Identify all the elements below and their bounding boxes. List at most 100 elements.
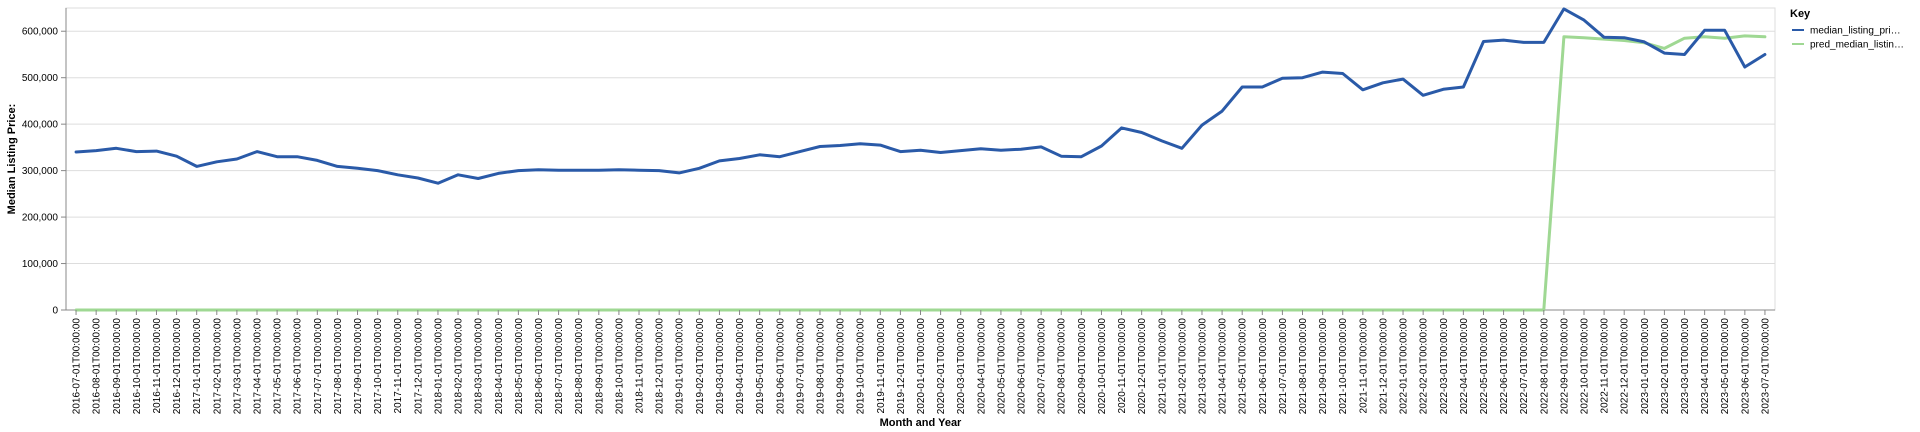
x-tick-label: 2017-12-01T00:00:00 <box>413 318 424 415</box>
x-tick-label: 2022-06-01T00:00:00 <box>1499 318 1510 415</box>
x-tick-label: 2020-05-01T00:00:00 <box>996 318 1007 415</box>
x-tick-label: 2020-08-01T00:00:00 <box>1057 318 1068 415</box>
x-tick-label: 2021-11-01T00:00:00 <box>1358 318 1369 414</box>
x-tick-label: 2016-08-01T00:00:00 <box>92 318 103 415</box>
x-tick-label: 2016-10-01T00:00:00 <box>132 318 143 415</box>
x-tick-label: 2021-02-01T00:00:00 <box>1177 318 1188 415</box>
x-tick-label: 2021-07-01T00:00:00 <box>1278 318 1289 415</box>
x-tick-label: 2021-06-01T00:00:00 <box>1258 318 1269 415</box>
x-tick-label: 2021-01-01T00:00:00 <box>1157 318 1168 415</box>
x-tick-label: 2017-04-01T00:00:00 <box>253 318 264 415</box>
x-tick-label: 2023-03-01T00:00:00 <box>1680 318 1691 415</box>
y-tick-label: 200,000 <box>22 213 59 224</box>
x-tick-label: 2020-07-01T00:00:00 <box>1037 318 1048 415</box>
x-tick-label: 2022-08-01T00:00:00 <box>1539 318 1550 415</box>
x-tick-label: 2020-03-01T00:00:00 <box>956 318 967 415</box>
x-tick-label: 2019-03-01T00:00:00 <box>715 318 726 415</box>
x-axis-ticks: 2016-07-01T00:00:00 2016-08-01T00:00:00 20… <box>72 310 1771 415</box>
y-axis-title: Median Listing Price: <box>6 104 18 215</box>
y-tick-label: 500,000 <box>22 73 59 84</box>
x-tick-label: 2018-07-01T00:00:00 <box>554 318 565 415</box>
x-tick-label: 2020-02-01T00:00:00 <box>936 318 947 415</box>
x-tick-label: 2017-10-01T00:00:00 <box>373 318 384 415</box>
x-tick-label: 2021-10-01T00:00:00 <box>1338 318 1349 415</box>
x-tick-label: 2018-02-01T00:00:00 <box>454 318 465 415</box>
x-tick-label: 2019-04-01T00:00:00 <box>735 318 746 415</box>
legend-title: Key <box>1790 8 1811 20</box>
x-tick-label: 2022-02-01T00:00:00 <box>1419 318 1430 415</box>
x-tick-label: 2018-11-01T00:00:00 <box>635 318 646 414</box>
plot-frame <box>65 7 1776 311</box>
x-tick-label: 2018-08-01T00:00:00 <box>574 318 585 415</box>
y-tick-label: 300,000 <box>22 166 59 177</box>
y-tick-label: 100,000 <box>22 259 59 270</box>
x-tick-label: 2020-01-01T00:00:00 <box>916 318 927 415</box>
x-tick-label: 2023-06-01T00:00:00 <box>1740 318 1751 415</box>
x-tick-label: 2022-07-01T00:00:00 <box>1519 318 1530 415</box>
y-tick-label: 0 <box>52 306 58 317</box>
gridlines <box>66 30 1775 311</box>
x-tick-label: 2017-08-01T00:00:00 <box>333 318 344 415</box>
y-tick-label: 600,000 <box>22 27 59 38</box>
x-tick-label: 2018-01-01T00:00:00 <box>433 318 444 415</box>
x-tick-label: 2021-12-01T00:00:00 <box>1378 318 1389 415</box>
x-tick-label: 2016-11-01T00:00:00 <box>152 318 163 414</box>
x-tick-label: 2022-05-01T00:00:00 <box>1479 318 1490 415</box>
x-tick-label: 2023-01-01T00:00:00 <box>1640 318 1651 415</box>
legend-label: median_listing_pri… <box>1810 26 1901 37</box>
x-tick-label: 2017-05-01T00:00:00 <box>273 318 284 415</box>
x-tick-label: 2017-06-01T00:00:00 <box>293 318 304 415</box>
series-line-1 <box>74 7 1767 185</box>
x-tick-label: 2020-11-01T00:00:00 <box>1117 318 1128 414</box>
y-tick-label: 400,000 <box>22 120 59 131</box>
x-tick-label: 2020-04-01T00:00:00 <box>976 318 987 415</box>
x-tick-label: 2018-05-01T00:00:00 <box>514 318 525 415</box>
axes <box>65 7 1776 311</box>
x-tick-label: 2017-02-01T00:00:00 <box>212 318 223 415</box>
x-tick-label: 2022-01-01T00:00:00 <box>1399 318 1410 415</box>
x-tick-label: 2022-04-01T00:00:00 <box>1459 318 1470 415</box>
x-tick-label: 2017-01-01T00:00:00 <box>192 318 203 415</box>
x-tick-label: 2019-09-01T00:00:00 <box>836 318 847 415</box>
y-axis-ticks: 0 100,000 200,000 300,000 400,000 500,000 600,… <box>22 27 66 317</box>
x-tick-label: 2016-07-01T00:00:00 <box>72 318 83 415</box>
x-tick-label: 2019-02-01T00:00:00 <box>695 318 706 415</box>
legend-entries: median_listing_pri… pred_median_listin… <box>1792 26 1904 51</box>
x-tick-label: 2018-04-01T00:00:00 <box>494 318 505 415</box>
x-tick-label: 2022-12-01T00:00:00 <box>1620 318 1631 415</box>
x-tick-label: 2022-09-01T00:00:00 <box>1559 318 1570 415</box>
x-tick-label: 2021-08-01T00:00:00 <box>1298 318 1309 415</box>
x-tick-label: 2023-02-01T00:00:00 <box>1660 318 1671 415</box>
x-tick-label: 2020-10-01T00:00:00 <box>1097 318 1108 415</box>
legend: Key median_listing_pri… pred_median_listi… <box>1790 8 1904 51</box>
x-tick-label: 2019-01-01T00:00:00 <box>675 318 686 415</box>
x-tick-label: 2017-07-01T00:00:00 <box>313 318 324 415</box>
x-axis-title: Month and Year <box>880 417 962 429</box>
x-tick-label: 2023-04-01T00:00:00 <box>1700 318 1711 415</box>
x-tick-label: 2021-05-01T00:00:00 <box>1238 318 1249 415</box>
x-tick-label: 2021-09-01T00:00:00 <box>1318 318 1329 415</box>
legend-label: pred_median_listin… <box>1810 40 1904 51</box>
x-tick-label: 2018-12-01T00:00:00 <box>655 318 666 415</box>
x-tick-label: 2017-09-01T00:00:00 <box>353 318 364 415</box>
x-tick-label: 2022-10-01T00:00:00 <box>1579 318 1590 415</box>
x-tick-label: 2016-09-01T00:00:00 <box>112 318 123 415</box>
x-tick-label: 2022-03-01T00:00:00 <box>1439 318 1450 415</box>
x-tick-label: 2019-06-01T00:00:00 <box>775 318 786 415</box>
series-line-2 <box>74 34 1767 312</box>
x-tick-label: 2019-05-01T00:00:00 <box>755 318 766 415</box>
x-tick-label: 2019-08-01T00:00:00 <box>815 318 826 415</box>
x-tick-label: 2017-03-01T00:00:00 <box>232 318 243 415</box>
x-tick-label: 2019-10-01T00:00:00 <box>856 318 867 415</box>
x-tick-label: 2018-03-01T00:00:00 <box>474 318 485 415</box>
x-tick-label: 2019-11-01T00:00:00 <box>876 318 887 414</box>
series-lines <box>74 7 1767 312</box>
x-tick-label: 2022-11-01T00:00:00 <box>1600 318 1611 414</box>
x-tick-label: 2020-12-01T00:00:00 <box>1137 318 1148 415</box>
x-tick-label: 2020-09-01T00:00:00 <box>1077 318 1088 415</box>
x-tick-label: 2023-05-01T00:00:00 <box>1720 318 1731 415</box>
x-tick-label: 2021-04-01T00:00:00 <box>1218 318 1229 415</box>
x-tick-label: 2021-03-01T00:00:00 <box>1197 318 1208 415</box>
